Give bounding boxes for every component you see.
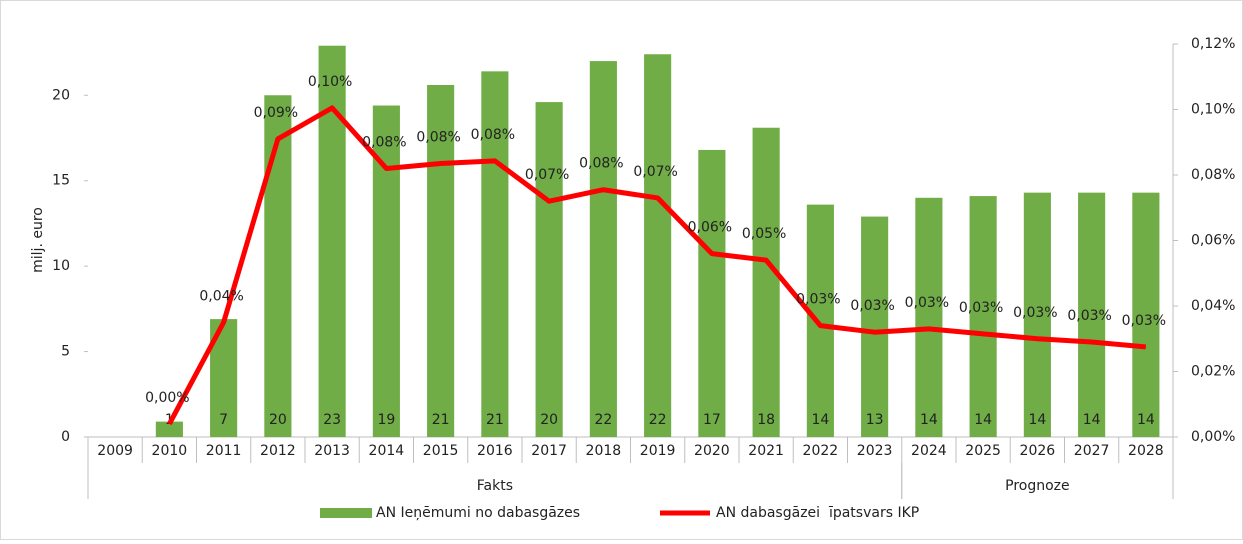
line-value-label: 0,08% [416, 130, 460, 146]
y2-tick-label: 0,12% [1191, 36, 1235, 52]
x-tick-label: 2014 [369, 443, 405, 459]
legend-swatch [320, 508, 372, 518]
bar-value-label: 22 [594, 412, 612, 428]
x-tick-label: 2020 [694, 443, 730, 459]
x-tick-label: 2016 [477, 443, 513, 459]
x-tick-label: 2015 [423, 443, 459, 459]
bar-value-label: 14 [974, 412, 992, 428]
line-value-label: 0,08% [579, 156, 623, 172]
line-value-label: 0,04% [199, 288, 243, 304]
x-tick-label: 2017 [531, 443, 567, 459]
bar-value-label: 19 [377, 412, 395, 428]
x-tick-label: 2021 [748, 443, 784, 459]
bar-value-label: 14 [1028, 412, 1046, 428]
bar-value-label: 20 [540, 412, 558, 428]
bar [589, 61, 617, 438]
bar-value-label: 14 [1137, 412, 1155, 428]
bar-value-label: 17 [703, 412, 721, 428]
bar [155, 421, 183, 437]
y2-tick-label: 0,00% [1191, 429, 1235, 445]
x-tick-label: 2012 [260, 443, 296, 459]
line-value-label: 0,08% [471, 127, 515, 143]
y-tick-label: 5 [61, 344, 70, 360]
x-tick-label: 2009 [97, 443, 133, 459]
x-tick-label: 2013 [314, 443, 350, 459]
bar [861, 216, 889, 437]
x-tick-label: 2026 [1020, 443, 1056, 459]
bar [264, 95, 292, 438]
y-tick-label: 10 [52, 258, 70, 274]
bar [969, 196, 997, 437]
x-tick-label: 2028 [1128, 443, 1164, 459]
y2-tick-label: 0,10% [1191, 102, 1235, 118]
group-label: Fakts [477, 478, 513, 494]
line-value-label: 0,08% [362, 134, 406, 150]
bar-value-label: 14 [920, 412, 938, 428]
line-value-label: 0,07% [525, 167, 569, 183]
bar-value-label: 21 [486, 412, 504, 428]
bar-value-label: 20 [269, 412, 287, 428]
bar [427, 85, 455, 437]
line-value-label: 0,05% [742, 226, 786, 242]
line-value-label: 0,03% [1122, 313, 1166, 329]
bar [915, 197, 943, 437]
x-tick-label: 2010 [152, 443, 188, 459]
bar-value-label: 21 [432, 412, 450, 428]
line-value-label: 0,10% [308, 74, 352, 90]
bar [318, 45, 346, 438]
bar [806, 204, 834, 437]
line-value-label: 0,03% [905, 295, 949, 311]
line-value-label: 0,03% [1013, 305, 1057, 321]
bar [1023, 192, 1051, 437]
y-tick-label: 20 [52, 87, 70, 103]
line-value-label: 0,07% [633, 164, 677, 180]
bar-value-label: 7 [219, 412, 228, 428]
bar-value-label: 23 [323, 412, 341, 428]
bar-value-label: 13 [866, 412, 884, 428]
y-tick-label: 15 [52, 173, 70, 189]
bar [698, 149, 726, 437]
bar [752, 127, 780, 438]
group-label: Prognoze [1005, 478, 1070, 494]
bar [644, 54, 672, 438]
line [167, 105, 1147, 426]
x-tick-label: 2022 [803, 443, 839, 459]
y-axis-label: milj. euro [30, 207, 46, 273]
line-value-label: 0,03% [1067, 308, 1111, 324]
line-value-label: 0,09% [254, 105, 298, 121]
bar-value-label: 14 [811, 412, 829, 428]
legend-label: AN dabasgāzei īpatsvars IKP [716, 505, 919, 521]
bar [535, 102, 563, 438]
y2-tick-label: 0,06% [1191, 233, 1235, 249]
bar-value-label: 14 [1083, 412, 1101, 428]
y-tick-label: 0 [61, 429, 70, 445]
x-tick-label: 2011 [206, 443, 242, 459]
x-tick-label: 2019 [640, 443, 676, 459]
x-tick-label: 2025 [965, 443, 1001, 459]
y2-tick-label: 0,08% [1191, 167, 1235, 183]
line-value-label: 0,00% [145, 390, 189, 406]
x-tick-label: 2023 [857, 443, 893, 459]
bar [1132, 192, 1160, 437]
line-value-label: 0,06% [688, 220, 732, 236]
y2-tick-label: 0,02% [1191, 364, 1235, 380]
line-value-label: 0,03% [959, 300, 1003, 316]
bar [481, 71, 509, 438]
bar-value-label: 22 [649, 412, 667, 428]
line-value-label: 0,03% [796, 292, 840, 308]
y2-tick-label: 0,04% [1191, 298, 1235, 314]
legend-label: AN Ieņēmumi no dabasgāzes [376, 505, 580, 521]
x-tick-label: 2027 [1074, 443, 1110, 459]
bar-value-label: 18 [757, 412, 775, 428]
bar [1078, 192, 1106, 437]
line-value-label: 0,03% [850, 298, 894, 314]
x-tick-label: 2024 [911, 443, 947, 459]
x-tick-label: 2018 [586, 443, 622, 459]
